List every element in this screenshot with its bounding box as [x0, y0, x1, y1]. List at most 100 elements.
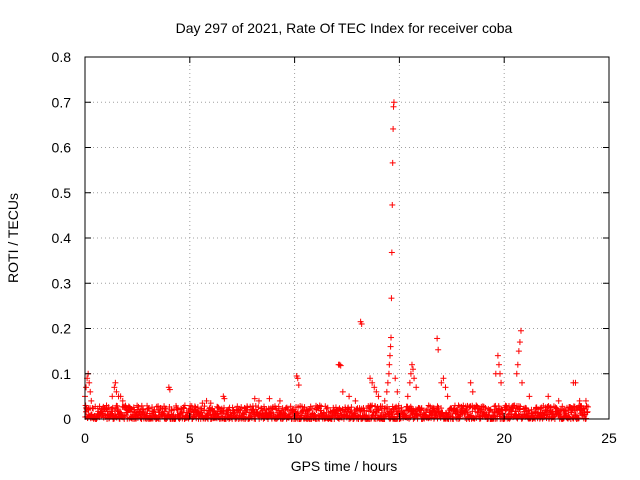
data-point [135, 403, 142, 410]
plot-area-border [84, 56, 610, 420]
data-point [89, 405, 96, 412]
data-point [494, 352, 501, 359]
data-point [408, 361, 415, 368]
data-point [386, 352, 393, 359]
data-point [234, 403, 241, 410]
data-point [191, 403, 198, 410]
data-point [111, 384, 118, 391]
data-point [473, 402, 480, 409]
data-point [276, 397, 283, 404]
data-point [374, 404, 381, 411]
data-point [411, 375, 418, 382]
data-point [498, 379, 505, 386]
data-point [373, 409, 380, 416]
data-point [337, 362, 344, 369]
x-tick-label: 0 [81, 430, 89, 446]
data-point [567, 409, 574, 416]
data-point [181, 402, 188, 409]
data-point [339, 388, 346, 395]
data-point [375, 406, 382, 413]
data-point [299, 403, 306, 410]
data-point [392, 375, 399, 382]
data-point [273, 406, 280, 413]
data-point [324, 404, 331, 411]
data-point [583, 403, 590, 410]
data-point [456, 415, 463, 422]
data-point [358, 320, 365, 327]
data-point [394, 388, 401, 395]
data-point [388, 295, 395, 302]
data-point [316, 402, 323, 409]
data-point [332, 404, 339, 411]
data-point [526, 393, 533, 400]
data-point [214, 411, 221, 418]
data-point [519, 379, 526, 386]
data-point [375, 393, 382, 400]
data-point [83, 384, 90, 391]
data-point [255, 397, 262, 404]
data-point [105, 404, 112, 411]
data-point [576, 397, 583, 404]
y-tick-label: 0.7 [52, 94, 72, 110]
y-tick-label: 0.2 [52, 321, 72, 337]
data-point [404, 393, 411, 400]
x-tick-label: 5 [186, 430, 194, 446]
data-point [584, 403, 591, 410]
data-point [305, 407, 312, 414]
data-point [386, 361, 393, 368]
data-point [390, 99, 397, 106]
data-point [389, 159, 396, 166]
data-point [348, 404, 355, 411]
data-point [406, 379, 413, 386]
data-point [369, 402, 376, 409]
data-point [251, 395, 258, 402]
data-point [519, 414, 526, 421]
data-point [237, 407, 244, 414]
y-tick-label: 0.1 [52, 366, 72, 382]
data-point [306, 406, 313, 413]
data-point [301, 404, 308, 411]
data-point [390, 125, 397, 132]
data-point [138, 402, 145, 409]
data-point [113, 414, 120, 421]
data-point [413, 384, 420, 391]
data-point [223, 410, 230, 417]
data-point [181, 405, 188, 412]
x-axis-label: GPS time / hours [291, 458, 398, 474]
chart-title: Day 297 of 2021, Rate Of TEC Index for r… [176, 20, 513, 36]
data-point [438, 379, 445, 386]
data-point [150, 408, 157, 415]
data-point [543, 406, 550, 413]
y-tick-label: 0.8 [52, 49, 72, 65]
x-tick-label: 25 [601, 430, 617, 446]
data-point [467, 379, 474, 386]
data-point [127, 405, 134, 412]
data-point [250, 406, 257, 413]
data-point [266, 395, 273, 402]
data-point [162, 405, 169, 412]
data-point [388, 249, 395, 256]
data-point [434, 335, 441, 342]
data-points [82, 99, 591, 422]
data-point [160, 410, 167, 417]
data-point [261, 403, 268, 410]
tick-labels: 0 5 10 15 20 25 0 0.1 0.2 0.3 0.4 0.5 0.6 0.7 0.8 [52, 49, 617, 446]
data-point [495, 361, 502, 368]
data-point [255, 404, 262, 411]
data-point [500, 414, 507, 421]
data-point [580, 404, 587, 411]
data-point [515, 348, 522, 355]
data-point [336, 361, 343, 368]
data-point [153, 403, 160, 410]
grid-lines [85, 57, 609, 419]
data-point [229, 404, 236, 411]
data-point [497, 370, 504, 377]
data-point [410, 366, 417, 373]
y-tick-label: 0.5 [52, 185, 72, 201]
data-point [367, 375, 374, 382]
y-tick-label: 0.3 [52, 275, 72, 291]
y-axis-label: ROTI / TECUs [5, 193, 21, 283]
data-point [389, 201, 396, 208]
data-point [203, 397, 210, 404]
